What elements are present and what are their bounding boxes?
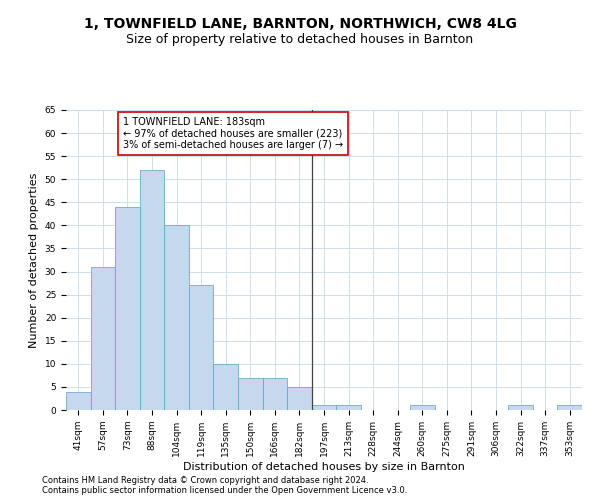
Y-axis label: Number of detached properties: Number of detached properties [29, 172, 39, 348]
Text: 1 TOWNFIELD LANE: 183sqm
← 97% of detached houses are smaller (223)
3% of semi-d: 1 TOWNFIELD LANE: 183sqm ← 97% of detach… [122, 117, 343, 150]
Bar [336, 406, 361, 410]
Bar [312, 406, 336, 410]
Bar [410, 406, 434, 410]
Bar [287, 387, 312, 410]
Bar [263, 378, 287, 410]
Text: Contains HM Land Registry data © Crown copyright and database right 2024.: Contains HM Land Registry data © Crown c… [42, 476, 368, 485]
Bar [238, 378, 263, 410]
Bar [164, 226, 189, 410]
Text: Size of property relative to detached houses in Barnton: Size of property relative to detached ho… [127, 32, 473, 46]
Bar [115, 207, 140, 410]
Bar [189, 286, 214, 410]
X-axis label: Distribution of detached houses by size in Barnton: Distribution of detached houses by size … [183, 462, 465, 471]
Bar [91, 267, 115, 410]
Bar [508, 406, 533, 410]
Text: Contains public sector information licensed under the Open Government Licence v3: Contains public sector information licen… [42, 486, 407, 495]
Bar [140, 170, 164, 410]
Bar [66, 392, 91, 410]
Bar [557, 406, 582, 410]
Text: 1, TOWNFIELD LANE, BARNTON, NORTHWICH, CW8 4LG: 1, TOWNFIELD LANE, BARNTON, NORTHWICH, C… [83, 18, 517, 32]
Bar [214, 364, 238, 410]
